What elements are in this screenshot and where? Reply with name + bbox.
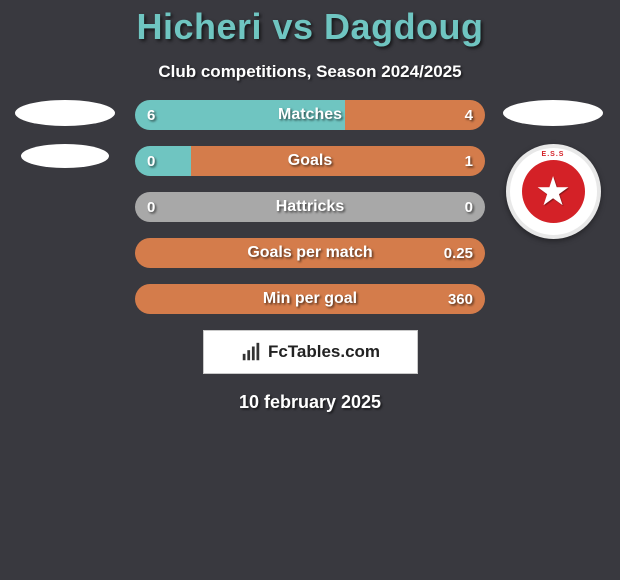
stat-bar-row: 0.25Goals per match — [135, 238, 485, 268]
page-title: Hicheri vs Dagdoug — [0, 0, 620, 48]
stat-bar-row: 360Min per goal — [135, 284, 485, 314]
star-icon: ★ — [535, 172, 571, 212]
bar-chart-icon — [240, 341, 262, 363]
content-area: E.S.S ★ 64Matches 01Goals 00Hattricks 0.25G… — [0, 100, 620, 413]
stat-bar-row: 64Matches — [135, 100, 485, 130]
placeholder-ellipse-icon — [21, 144, 109, 168]
stat-bar-right-segment — [345, 100, 485, 130]
stat-bar-neutral-segment — [135, 192, 485, 222]
club-crest-text: E.S.S — [506, 151, 601, 158]
brand-attribution: FcTables.com — [203, 330, 418, 374]
left-player-badge — [10, 100, 120, 186]
comparison-bars: 64Matches 01Goals 00Hattricks 0.25Goals per… — [135, 100, 485, 314]
stat-bar-left-segment — [135, 146, 191, 176]
stat-bar-left-segment — [135, 100, 345, 130]
stat-bar-right-segment — [135, 238, 485, 268]
stat-bar-right-segment — [191, 146, 485, 176]
right-player-badge: E.S.S ★ — [498, 100, 608, 239]
brand-text: FcTables.com — [268, 342, 380, 362]
subtitle: Club competitions, Season 2024/2025 — [0, 62, 620, 82]
placeholder-ellipse-icon — [15, 100, 115, 126]
stat-bar-right-segment — [135, 284, 485, 314]
snapshot-date: 10 february 2025 — [0, 392, 620, 413]
stat-bar-row: 00Hattricks — [135, 192, 485, 222]
comparison-card: Hicheri vs Dagdoug Club competitions, Se… — [0, 0, 620, 580]
stat-bar-row: 01Goals — [135, 146, 485, 176]
club-crest-icon: E.S.S ★ — [506, 144, 601, 239]
placeholder-ellipse-icon — [503, 100, 603, 126]
